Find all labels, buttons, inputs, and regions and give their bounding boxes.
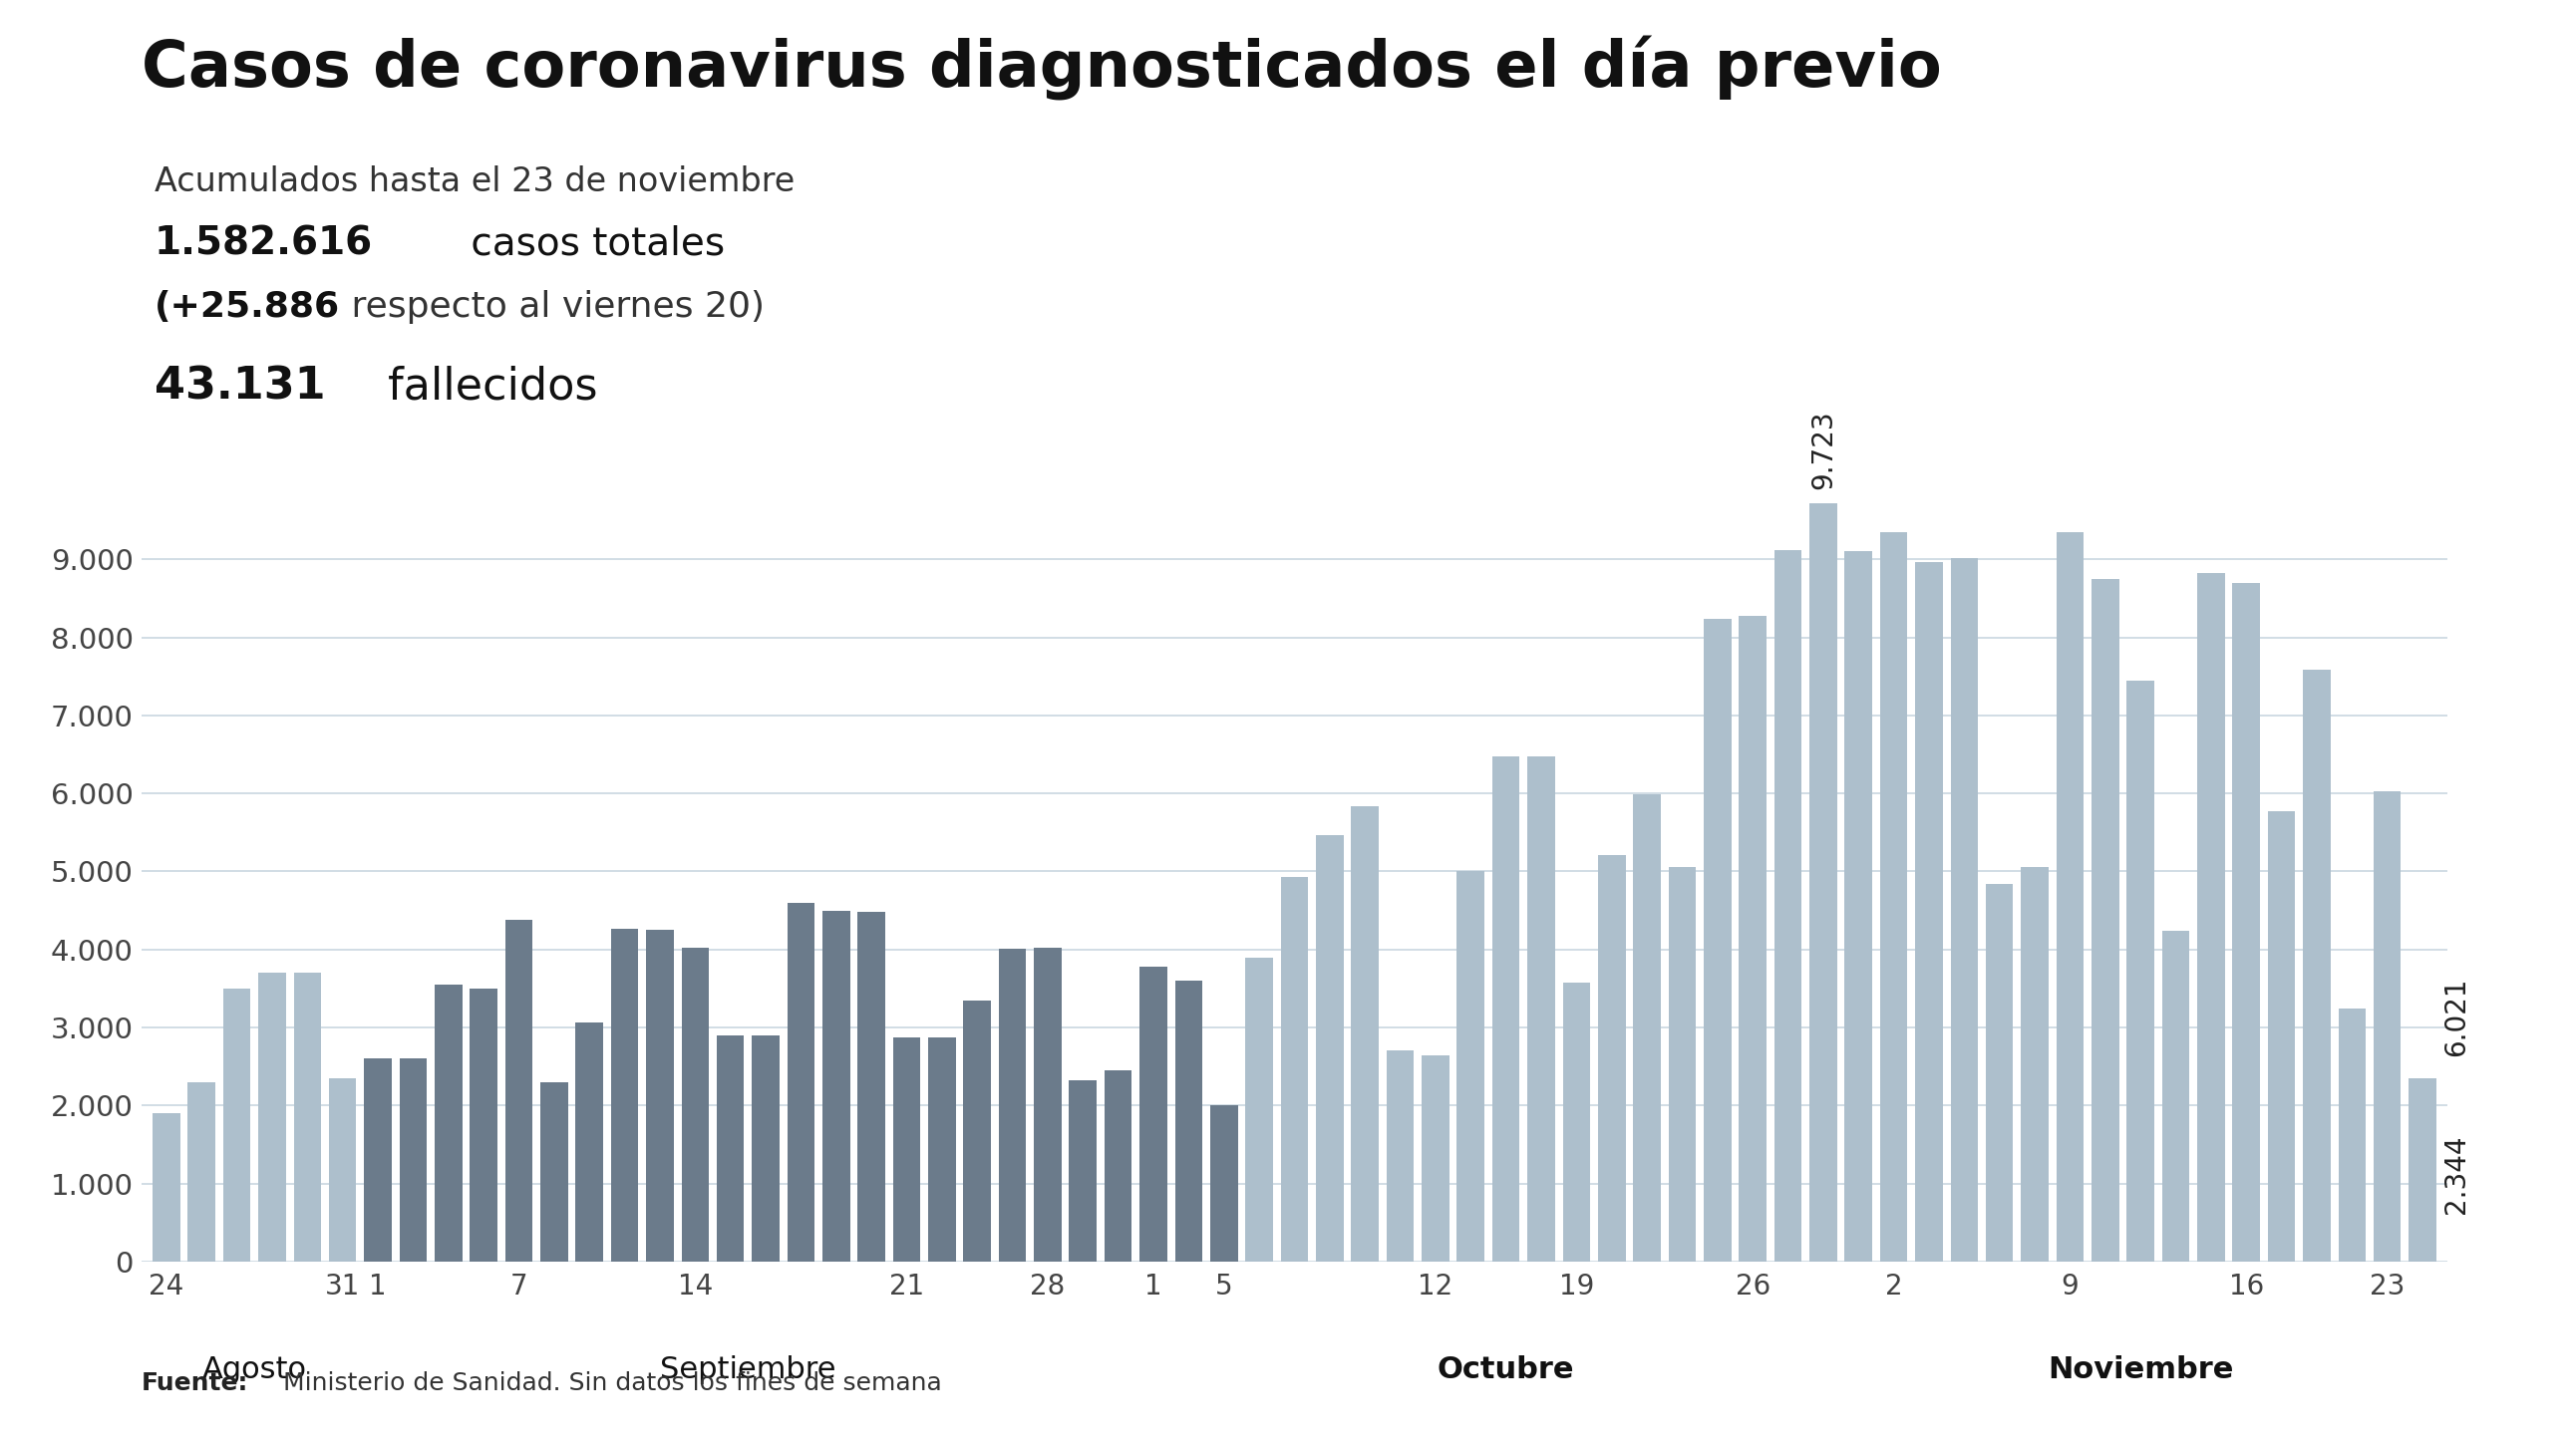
Bar bbox=[2056, 532, 2084, 1262]
Bar bbox=[2339, 1009, 2365, 1262]
Bar bbox=[2092, 579, 2120, 1262]
Bar bbox=[1492, 757, 1520, 1262]
Bar bbox=[1528, 757, 1556, 1262]
Bar bbox=[541, 1082, 567, 1262]
Bar bbox=[858, 912, 886, 1262]
Bar bbox=[505, 919, 533, 1262]
Bar bbox=[1739, 615, 1767, 1262]
Bar bbox=[1669, 867, 1695, 1262]
Bar bbox=[1069, 1080, 1097, 1262]
Bar bbox=[435, 985, 461, 1262]
Bar bbox=[152, 1114, 180, 1262]
Bar bbox=[1458, 871, 1484, 1262]
Bar bbox=[330, 1079, 355, 1262]
Text: Fuente:: Fuente: bbox=[142, 1372, 250, 1395]
Text: respecto al viernes 20): respecto al viernes 20) bbox=[340, 290, 765, 323]
Bar bbox=[1386, 1051, 1414, 1262]
Bar bbox=[927, 1038, 956, 1262]
Bar bbox=[1633, 795, 1662, 1262]
Bar bbox=[1422, 1056, 1450, 1262]
Text: Ministerio de Sanidad. Sin datos los fines de semana: Ministerio de Sanidad. Sin datos los fin… bbox=[276, 1372, 943, 1395]
Text: 9.723: 9.723 bbox=[1808, 409, 1837, 489]
Bar bbox=[1352, 806, 1378, 1262]
Bar bbox=[1175, 980, 1203, 1262]
Text: Septiembre: Septiembre bbox=[659, 1356, 837, 1385]
Bar bbox=[788, 902, 814, 1262]
Text: casos totales: casos totales bbox=[459, 225, 724, 262]
Bar bbox=[399, 1058, 428, 1262]
Text: Octubre: Octubre bbox=[1437, 1356, 1574, 1385]
Bar bbox=[188, 1082, 216, 1262]
Text: 1.582.616: 1.582.616 bbox=[155, 225, 374, 262]
Bar bbox=[1844, 551, 1873, 1262]
Bar bbox=[469, 989, 497, 1262]
Bar bbox=[683, 948, 708, 1262]
Bar bbox=[1316, 835, 1345, 1262]
Bar bbox=[2128, 681, 2154, 1262]
Bar bbox=[2161, 931, 2190, 1262]
Bar bbox=[1950, 558, 1978, 1262]
Bar bbox=[1280, 877, 1309, 1262]
Bar bbox=[2409, 1079, 2437, 1262]
Bar bbox=[963, 1000, 992, 1262]
Bar bbox=[752, 1035, 781, 1262]
Bar bbox=[647, 929, 675, 1262]
Bar bbox=[1033, 948, 1061, 1262]
Bar bbox=[894, 1038, 920, 1262]
Text: fallecidos: fallecidos bbox=[374, 365, 598, 409]
Text: Acumulados hasta el 23 de noviembre: Acumulados hasta el 23 de noviembre bbox=[155, 165, 796, 199]
Text: (+25.886: (+25.886 bbox=[155, 290, 340, 323]
Bar bbox=[1703, 619, 1731, 1262]
Bar bbox=[2267, 812, 2295, 1262]
Bar bbox=[1105, 1070, 1131, 1262]
Bar bbox=[1808, 503, 1837, 1262]
Bar bbox=[1775, 550, 1801, 1262]
Bar bbox=[224, 989, 250, 1262]
Bar bbox=[363, 1058, 392, 1262]
Bar bbox=[1914, 563, 1942, 1262]
Bar bbox=[999, 948, 1025, 1262]
Bar bbox=[822, 911, 850, 1262]
Text: 2.344: 2.344 bbox=[2442, 1134, 2470, 1214]
Text: 43.131: 43.131 bbox=[155, 365, 325, 409]
Text: Casos de coronavirus diagnosticados el día previo: Casos de coronavirus diagnosticados el d… bbox=[142, 36, 1942, 102]
Bar bbox=[574, 1022, 603, 1262]
Bar bbox=[1244, 957, 1273, 1262]
Text: Agosto: Agosto bbox=[201, 1356, 307, 1385]
Bar bbox=[1986, 884, 2014, 1262]
Bar bbox=[1139, 967, 1167, 1262]
Bar bbox=[2197, 573, 2226, 1262]
Bar bbox=[2233, 583, 2259, 1262]
Text: 6.021: 6.021 bbox=[2442, 977, 2470, 1057]
Bar bbox=[294, 973, 322, 1262]
Bar bbox=[2372, 792, 2401, 1262]
Bar bbox=[1211, 1105, 1236, 1262]
Bar bbox=[258, 973, 286, 1262]
Text: Noviembre: Noviembre bbox=[2048, 1356, 2233, 1385]
Bar bbox=[1880, 532, 1906, 1262]
Bar bbox=[2022, 867, 2048, 1262]
Bar bbox=[2303, 670, 2331, 1262]
Bar bbox=[1564, 983, 1589, 1262]
Bar bbox=[611, 929, 639, 1262]
Bar bbox=[1597, 855, 1625, 1262]
Bar bbox=[716, 1035, 744, 1262]
